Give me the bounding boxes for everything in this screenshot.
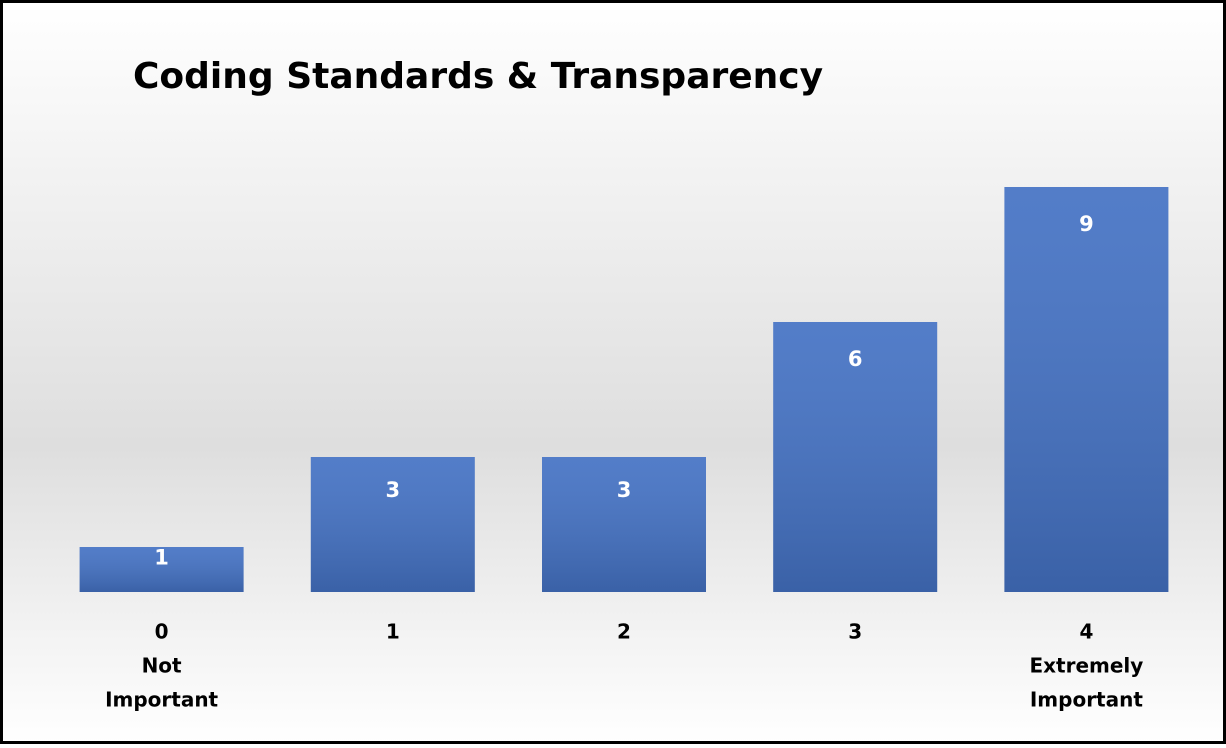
- chart-title: Coding Standards & Transparency: [133, 56, 823, 97]
- x-tick-label: Important: [1030, 688, 1143, 712]
- value-label: 6: [848, 347, 863, 371]
- bar-shade: [1004, 187, 1169, 592]
- x-tick-label: Not: [142, 654, 182, 678]
- x-tick-label: Extremely: [1029, 654, 1143, 678]
- x-tick-label: 1: [386, 620, 400, 644]
- value-label: 9: [1079, 212, 1094, 236]
- bar-shade: [79, 547, 244, 592]
- x-tick-label: 3: [848, 620, 862, 644]
- x-tick-label: Important: [105, 688, 218, 712]
- bar-shade: [542, 457, 706, 592]
- x-tick-label: 0: [155, 620, 169, 644]
- bar-shade: [773, 322, 938, 592]
- x-tick-label: 4: [1079, 620, 1093, 644]
- value-label: 3: [617, 478, 632, 502]
- x-tick-label: 2: [617, 620, 631, 644]
- value-label: 3: [385, 478, 400, 502]
- bar-shade: [310, 457, 475, 592]
- value-label: 1: [154, 545, 169, 569]
